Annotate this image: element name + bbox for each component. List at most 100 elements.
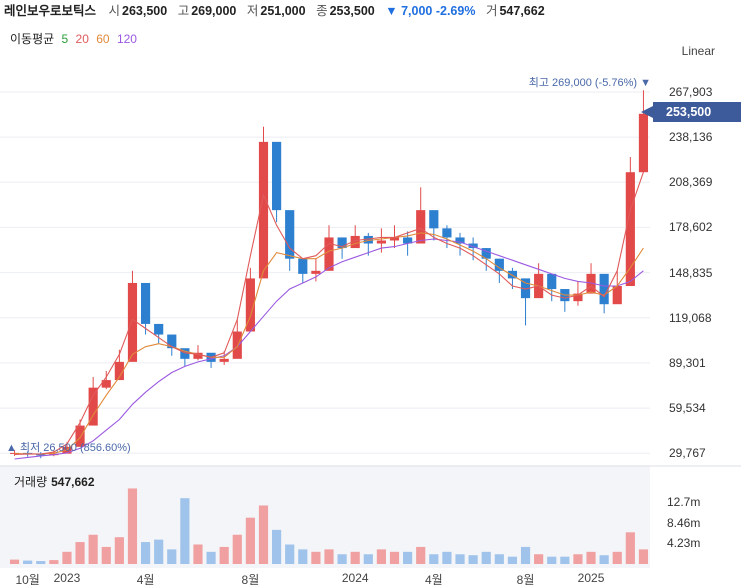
candle-body bbox=[599, 273, 609, 305]
ma5-legend: 5 bbox=[61, 32, 69, 46]
x-tick-label: 10월 bbox=[15, 573, 40, 587]
volume-bar bbox=[350, 551, 360, 564]
low-label: 저 bbox=[246, 4, 259, 18]
candle-body bbox=[573, 293, 583, 302]
candle-body bbox=[36, 454, 46, 456]
volume-bar bbox=[389, 551, 400, 564]
volume-panel-label: 거래량 bbox=[14, 475, 48, 489]
volume-bar bbox=[573, 554, 583, 564]
volume-bar bbox=[468, 555, 478, 564]
x-tick-label: 8월 bbox=[516, 573, 535, 587]
candle-body bbox=[507, 270, 518, 279]
scale-mode-button[interactable]: Linear bbox=[681, 44, 715, 58]
close-value: 253,500 bbox=[329, 4, 375, 18]
volume-bar bbox=[88, 534, 98, 564]
volume-tick-label: 8.46m bbox=[667, 515, 701, 530]
volume-bar bbox=[376, 549, 386, 564]
max-price-marker: 최고 269,000 (-5.76%) ▼ bbox=[528, 77, 651, 89]
x-tick-label: 2024 bbox=[341, 571, 369, 585]
volume-bar bbox=[180, 498, 190, 564]
volume-value: 547,662 bbox=[499, 4, 545, 18]
current-price-label: 253,500 bbox=[653, 102, 741, 122]
volume-bar bbox=[167, 549, 177, 564]
volume-bar bbox=[206, 551, 216, 564]
high-label: 고 bbox=[177, 4, 190, 18]
volume-bar bbox=[455, 554, 465, 564]
candle-body bbox=[140, 282, 151, 324]
candle-body bbox=[612, 286, 622, 305]
volume-bar bbox=[507, 556, 518, 564]
candle-body bbox=[324, 237, 334, 271]
change-value: ▼ 7,000 -2.69% bbox=[385, 4, 476, 18]
volume-bar bbox=[586, 551, 596, 564]
quote-header: 레인보우로보틱스 시 263,500 고 269,000 저 251,000 종 253… bbox=[4, 0, 552, 18]
volume-bar bbox=[298, 549, 308, 564]
y-tick-label: 29,767 bbox=[669, 446, 706, 461]
volume-bar bbox=[442, 551, 452, 564]
x-tick-label: 2025 bbox=[577, 571, 605, 585]
y-tick-label: 59,534 bbox=[669, 401, 706, 416]
open-label: 시 bbox=[108, 4, 121, 18]
candle-body bbox=[311, 270, 321, 274]
volume-bar bbox=[245, 517, 255, 564]
volume-bar bbox=[311, 551, 321, 564]
volume-tick-label: 4.23m bbox=[667, 536, 701, 551]
volume-bar bbox=[49, 560, 59, 564]
ma20-line bbox=[14, 172, 644, 455]
candle-body bbox=[376, 240, 386, 244]
candle-body bbox=[245, 278, 255, 332]
ma20-legend: 20 bbox=[75, 32, 89, 46]
candle-body bbox=[455, 237, 465, 244]
candle-body bbox=[625, 172, 635, 286]
candle-body bbox=[494, 258, 504, 271]
candle-body bbox=[193, 352, 203, 359]
volume-bar bbox=[23, 560, 33, 564]
candle-body bbox=[638, 113, 649, 173]
volume-bar bbox=[272, 529, 282, 564]
candle-body bbox=[429, 210, 439, 229]
volume-bar bbox=[481, 551, 491, 564]
candle-body bbox=[337, 237, 347, 249]
volume-bar bbox=[75, 542, 85, 564]
candle-body bbox=[481, 248, 491, 259]
volume-label: 거 bbox=[485, 4, 498, 18]
candle-body bbox=[180, 348, 190, 359]
candle-body bbox=[350, 235, 360, 249]
candle-body bbox=[101, 380, 111, 388]
ma-legend-title: 이동평균 bbox=[10, 32, 55, 46]
candle-body bbox=[167, 334, 177, 349]
moving-average-legend[interactable]: 이동평균 5 20 60 120 bbox=[10, 30, 141, 47]
volume-panel-value: 547,662 bbox=[51, 475, 95, 489]
x-tick-label: 8월 bbox=[241, 573, 260, 587]
volume-bar bbox=[154, 539, 164, 564]
volume-bar bbox=[547, 556, 557, 564]
volume-bar bbox=[638, 549, 649, 564]
candle-body bbox=[219, 358, 229, 362]
volume-bar bbox=[363, 554, 373, 564]
volume-bar bbox=[429, 554, 439, 564]
candle-body bbox=[547, 273, 557, 290]
y-tick-label: 148,835 bbox=[669, 265, 713, 280]
x-tick-label: 4월 bbox=[424, 573, 443, 587]
candle-body bbox=[298, 258, 308, 274]
candle-body bbox=[127, 282, 138, 362]
candle-body bbox=[285, 210, 295, 259]
volume-tick-label: 12.7m bbox=[667, 495, 701, 510]
candle-body bbox=[389, 237, 400, 241]
volume-bar bbox=[285, 544, 295, 564]
candle-body bbox=[272, 141, 282, 211]
volume-bar bbox=[127, 488, 138, 564]
candle-body bbox=[442, 228, 452, 238]
y-tick-label: 267,903 bbox=[669, 84, 713, 99]
ma120-legend: 120 bbox=[116, 32, 137, 46]
volume-panel-title: 거래량 547,662 bbox=[14, 473, 95, 490]
ma60-legend: 60 bbox=[96, 32, 110, 46]
volume-bar bbox=[520, 546, 531, 564]
volume-bar bbox=[324, 549, 334, 564]
candle-body bbox=[114, 361, 124, 381]
volume-bar bbox=[416, 546, 426, 564]
volume-bar bbox=[612, 551, 622, 564]
volume-bar bbox=[337, 554, 347, 564]
y-tick-label: 208,369 bbox=[669, 175, 713, 190]
